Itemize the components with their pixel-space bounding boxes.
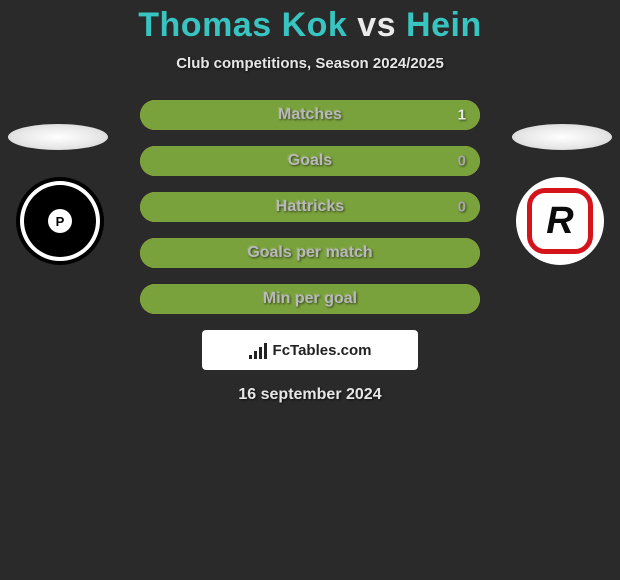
stat-row: Goals 0 [140,146,480,176]
stat-row: Hattricks 0 [140,192,480,222]
stat-row: Min per goal [140,284,480,314]
bar-label: Min per goal [263,290,357,308]
bar-track: Goals per match [140,238,480,268]
subtitle: Club competitions, Season 2024/2025 [0,55,620,72]
branding-text: FcTables.com [273,342,372,359]
bar-label: Goals [288,152,332,170]
r-logo-icon: R [527,188,593,254]
bar-label: Goals per match [247,244,372,262]
eagle-icon [24,185,96,257]
bar-right-value: 0 [458,199,466,216]
player2-avatar [512,124,612,150]
branding-badge[interactable]: FcTables.com [202,330,418,370]
stat-row: Goals per match [140,238,480,268]
stats-bars: Matches 1 Goals 0 Hattricks 0 Goals per match M… [140,100,480,314]
player1-avatar [8,124,108,150]
generated-date: 16 september 2024 [0,386,620,404]
bar-label: Hattricks [276,198,344,216]
bar-right-value: 1 [458,107,466,124]
player1-name: Thomas Kok [138,6,347,44]
player2-name: Hein [406,6,482,44]
bar-track: Hattricks 0 [140,192,480,222]
bar-right-value: 0 [458,153,466,170]
bars-icon [249,342,267,359]
bar-track: Matches 1 [140,100,480,130]
page-title: Thomas Kok vs Hein [0,6,620,45]
vs-text: vs [357,6,396,44]
player2-club-logo: R [516,177,604,265]
bar-track: Goals 0 [140,146,480,176]
bar-track: Min per goal [140,284,480,314]
bar-label: Matches [278,106,342,124]
stat-row: Matches 1 [140,100,480,130]
player1-club-logo [16,177,104,265]
